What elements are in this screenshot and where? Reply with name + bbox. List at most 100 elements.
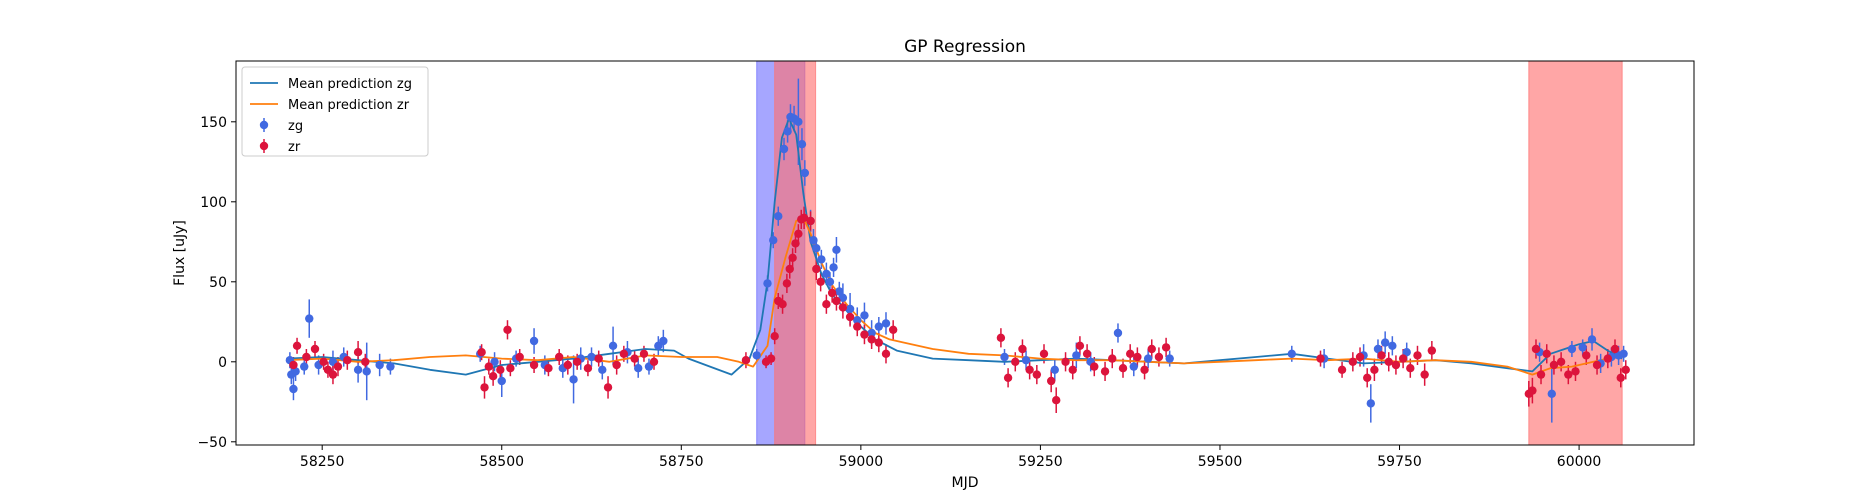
point-zr-18 [515, 352, 524, 362]
point-zg-50 [838, 293, 848, 302]
point-zg-32 [769, 236, 778, 245]
point-zr-104 [1571, 367, 1580, 376]
legend-label-mean-prediction-zg: Mean prediction zg [288, 77, 412, 92]
x-tick-label-58250: 58250 [300, 454, 345, 470]
point-zg-20 [569, 375, 578, 384]
point-zr-14 [488, 372, 498, 381]
point-zr-53 [853, 322, 862, 331]
legend-box [241, 66, 429, 157]
point-zr-45 [806, 216, 815, 226]
point-zr-51 [838, 303, 848, 312]
point-zr-20 [544, 364, 553, 373]
y-tick-label--50: −50 [197, 435, 227, 451]
point-zr-68 [1061, 357, 1070, 366]
point-zr-105 [1582, 351, 1591, 360]
point-zr-23 [572, 357, 582, 366]
point-zg-34 [779, 144, 789, 154]
point-zg-38 [794, 117, 803, 127]
point-zr-6 [328, 370, 338, 379]
point-zg-71 [1380, 338, 1390, 347]
chart-title: GP Regression [904, 37, 1026, 57]
point-zg-33 [774, 212, 783, 221]
point-zr-50 [832, 296, 841, 306]
point-zg-3 [291, 367, 300, 376]
point-zg-14 [490, 357, 499, 366]
y-tick-label-50: 50 [209, 275, 227, 291]
point-zg-70 [1373, 344, 1383, 354]
x-tick-label-58500: 58500 [479, 454, 524, 470]
point-zg-17 [529, 336, 539, 346]
point-zr-17 [506, 364, 515, 373]
point-zg-76 [1567, 344, 1577, 354]
legend-label-zr: zr [288, 140, 301, 155]
plot-frame [235, 60, 1695, 446]
y-axis-ticks: −50 0 50 100 150 [197, 115, 236, 451]
point-zr-60 [1003, 373, 1013, 382]
point-zr-25 [594, 354, 603, 363]
point-zr-94 [1420, 370, 1429, 379]
data-points [285, 112, 1630, 408]
point-zr-106 [1592, 360, 1602, 370]
point-zg-66 [1287, 349, 1296, 358]
point-zg-73 [1402, 348, 1411, 357]
point-zr-107 [1603, 354, 1613, 363]
point-zg-4 [300, 362, 309, 371]
point-zr-37 [778, 300, 787, 309]
point-zr-59 [996, 333, 1006, 342]
point-zr-57 [881, 349, 891, 358]
legend-swatch-zr [259, 141, 269, 151]
point-zr-10 [361, 357, 370, 366]
point-zr-65 [1039, 349, 1049, 358]
highlight-span-red-2 [1528, 61, 1623, 445]
x-tick-label-59250: 59250 [1018, 454, 1063, 470]
point-zr-102 [1556, 357, 1566, 366]
point-zr-110 [1621, 365, 1630, 374]
point-zg-75 [1547, 389, 1556, 398]
point-zr-29 [630, 354, 639, 363]
point-zg-42 [809, 236, 818, 245]
point-zg-77 [1578, 343, 1587, 352]
legend-label-zg: zg [288, 119, 303, 134]
point-zg-30 [752, 351, 761, 360]
point-zr-19 [529, 360, 539, 370]
point-zr-82 [1316, 354, 1325, 363]
point-zr-76 [1125, 349, 1135, 358]
point-zg-29 [659, 336, 668, 346]
point-zg-64 [1143, 354, 1153, 363]
point-zr-101 [1549, 360, 1559, 370]
point-zg-56 [881, 319, 891, 328]
point-zr-98 [1531, 344, 1541, 354]
point-zr-79 [1147, 344, 1156, 354]
point-zr-72 [1090, 362, 1099, 371]
point-zr-97 [1528, 386, 1537, 395]
point-zr-44 [799, 213, 809, 222]
point-zr-83 [1337, 365, 1347, 374]
point-zg-31 [763, 279, 772, 288]
point-zr-4 [319, 357, 328, 366]
point-zr-109 [1616, 373, 1625, 382]
legend-label-mean-prediction-zr: Mean prediction zr [288, 98, 410, 113]
point-zg-11 [375, 360, 384, 370]
point-zr-58 [888, 325, 898, 334]
point-zg-22 [587, 352, 596, 362]
point-zr-32 [741, 356, 751, 365]
point-zr-31 [649, 357, 659, 366]
point-zr-99 [1536, 370, 1546, 379]
legend: Mean prediction zg Mean prediction zr zg zr [241, 66, 429, 157]
point-zr-63 [1025, 365, 1034, 374]
x-axis-label: MJD [952, 475, 979, 491]
point-zr-100 [1542, 349, 1551, 358]
point-zg-48 [832, 245, 841, 254]
point-zr-3 [310, 344, 320, 354]
point-zr-1 [292, 341, 302, 350]
point-zr-69 [1068, 365, 1077, 374]
point-zg-10 [362, 367, 371, 376]
point-zg-59 [1050, 365, 1059, 374]
point-zr-95 [1427, 346, 1437, 355]
point-zr-9 [353, 348, 363, 357]
point-zr-48 [822, 300, 831, 309]
point-zr-70 [1075, 341, 1085, 350]
point-zr-47 [816, 277, 825, 286]
point-zg-23 [598, 365, 607, 374]
